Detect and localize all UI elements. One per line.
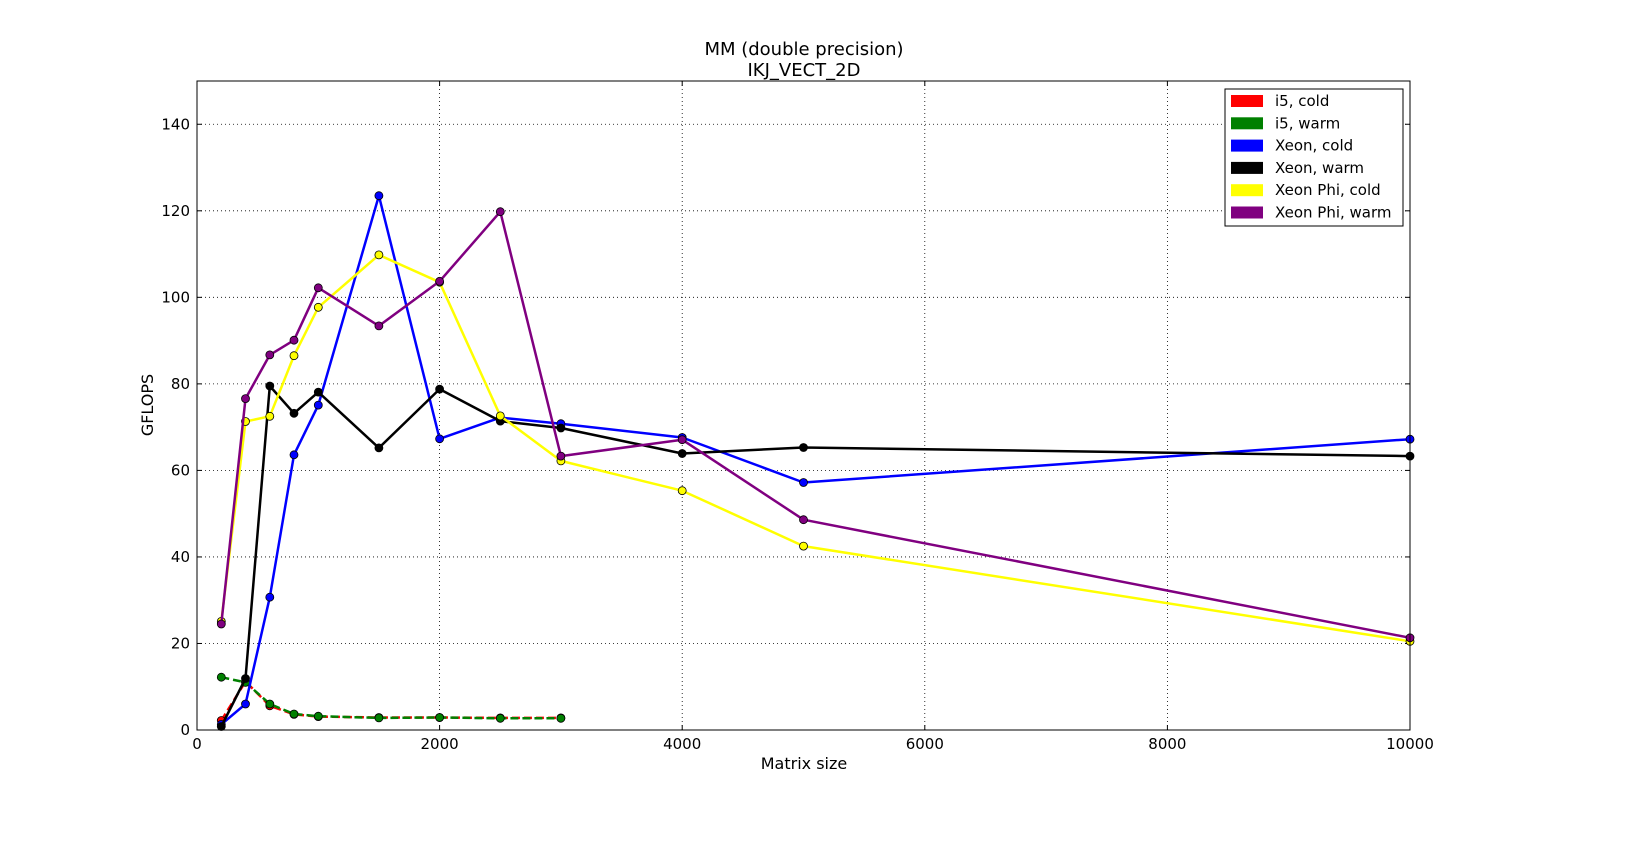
data-point [216, 722, 226, 731]
y-tick-label: 140 [161, 115, 190, 133]
data-point [374, 443, 384, 453]
data-point [289, 408, 299, 418]
data-point [799, 443, 808, 452]
data-point [556, 713, 566, 723]
data-point [435, 434, 445, 444]
data-point [265, 592, 275, 602]
series-line [220, 384, 1411, 728]
data-point [241, 699, 250, 709]
series-5 [216, 207, 1415, 643]
data-point [289, 351, 299, 361]
y-tick-label: 120 [161, 202, 190, 220]
legend-label: i5, warm [1275, 114, 1340, 132]
legend-swatch [1231, 161, 1263, 174]
data-point [435, 384, 445, 394]
data-point [216, 672, 226, 682]
data-point [374, 191, 384, 201]
y-axis-label: GFLOPS [138, 374, 157, 436]
data-point [374, 250, 384, 260]
series-line [220, 194, 1411, 726]
data-point [374, 713, 384, 723]
data-point [677, 486, 687, 496]
legend-swatch [1231, 184, 1263, 197]
series-3 [216, 381, 1415, 731]
data-point [677, 449, 687, 458]
legend-label: Xeon Phi, warm [1275, 204, 1392, 222]
data-point [313, 283, 323, 293]
data-point [435, 276, 445, 286]
data-point [265, 699, 275, 709]
axis-ticks: 0 2000 4000 6000 8000 10000 0 20 40 60 80 100 120 140 [161, 81, 1434, 753]
data-point [799, 515, 808, 525]
x-tick-label: 4000 [663, 735, 701, 753]
data-point [495, 713, 505, 723]
data-point [556, 423, 566, 433]
x-tick-label: 8000 [1148, 735, 1186, 753]
y-tick-label: 40 [171, 548, 190, 566]
legend-swatch [1231, 117, 1263, 130]
legend-swatch [1231, 206, 1263, 219]
x-tick-label: 2000 [421, 735, 459, 753]
legend: i5, cold i5, warm Xeon, cold Xeon, warm Xeon… [1224, 88, 1404, 227]
legend-label: i5, cold [1275, 92, 1329, 110]
data-point [265, 350, 275, 360]
x-axis-label: Matrix size [761, 754, 847, 773]
legend-swatch [1231, 139, 1263, 152]
data-point [313, 400, 323, 410]
data-point [374, 321, 384, 331]
series-1 [216, 672, 566, 723]
data-point [216, 619, 226, 629]
data-point [241, 394, 250, 404]
data-point [677, 435, 687, 445]
data-point [241, 674, 250, 683]
x-tick-label: 10000 [1386, 735, 1434, 753]
y-tick-label: 100 [161, 288, 190, 306]
data-point [495, 207, 505, 217]
data-point [265, 381, 275, 391]
grid-lines [197, 81, 1410, 730]
data-point [313, 387, 323, 397]
y-tick-label: 20 [171, 634, 190, 652]
series-line [221, 675, 561, 720]
data-point [313, 302, 323, 312]
y-tick-label: 80 [171, 375, 190, 393]
data-point [556, 451, 566, 461]
data-point [435, 713, 445, 722]
chart-title: MM (double precision) [704, 39, 903, 60]
legend-box [1224, 88, 1404, 227]
y-tick-label: 60 [171, 461, 190, 479]
series-2 [216, 191, 1415, 729]
data-point [799, 541, 808, 551]
series-line [220, 210, 1411, 640]
x-tick-label: 0 [192, 735, 202, 753]
data-point [289, 709, 299, 719]
data-point [495, 411, 505, 421]
legend-label: Xeon, warm [1275, 159, 1364, 177]
series-group [216, 191, 1415, 731]
plot-frame [196, 80, 1411, 731]
legend-label: Xeon Phi, cold [1275, 181, 1381, 199]
data-point [799, 478, 808, 487]
data-point [289, 450, 299, 460]
y-tick-label: 0 [180, 721, 190, 739]
chart-subtitle: IKJ_VECT_2D [748, 60, 861, 81]
legend-swatch [1231, 95, 1263, 107]
data-point [265, 411, 275, 421]
legend-label: Xeon, cold [1275, 137, 1353, 155]
data-point [313, 711, 323, 721]
data-point [289, 335, 299, 345]
x-tick-label: 6000 [906, 735, 944, 753]
